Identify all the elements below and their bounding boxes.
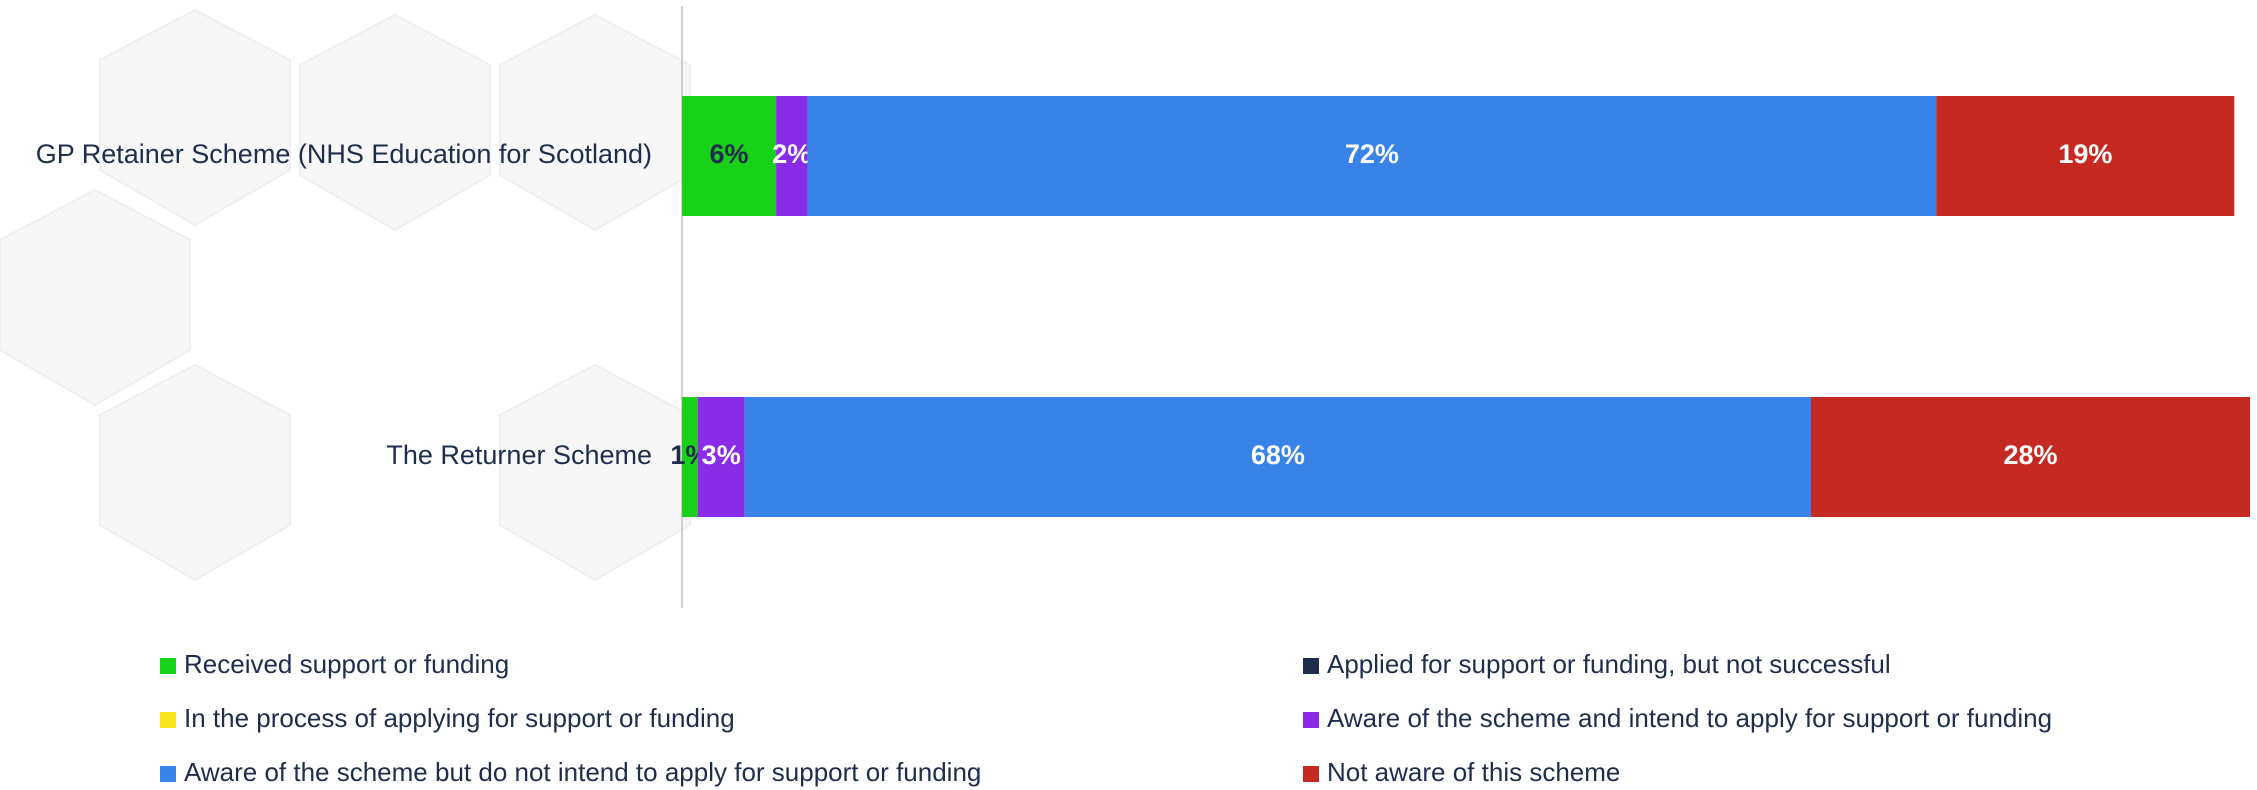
legend-label: Aware of the scheme and intend to apply … (1327, 703, 2052, 733)
legend-label: Aware of the scheme but do not intend to… (184, 757, 981, 787)
category-label: The Returner Scheme (386, 440, 652, 470)
data-label: 68% (1251, 440, 1305, 470)
legend-swatch (160, 712, 176, 728)
bar-segment (776, 96, 808, 216)
legend-swatch (160, 658, 176, 674)
data-label: 3% (702, 440, 741, 470)
data-label: 6% (710, 139, 749, 169)
bar-segment (682, 397, 698, 517)
data-label: 2% (772, 139, 811, 169)
data-label: 19% (2058, 139, 2112, 169)
bar-segment (1936, 96, 2235, 216)
legend-label: Received support or funding (184, 649, 509, 679)
data-label: 72% (1345, 139, 1399, 169)
category-label: GP Retainer Scheme (NHS Education for Sc… (36, 139, 652, 169)
bar-segment (1810, 397, 2250, 517)
legend-swatch (1303, 658, 1319, 674)
bar-segment (682, 96, 777, 216)
bar-segment (744, 397, 1811, 517)
legend-swatch (1303, 712, 1319, 728)
legend-swatch (1303, 766, 1319, 782)
bar-segment (807, 96, 1937, 216)
legend-label: In the process of applying for support o… (184, 703, 735, 733)
legend-swatch (160, 766, 176, 782)
bar-segment (697, 397, 745, 517)
legend-label: Not aware of this scheme (1327, 757, 1620, 787)
background-hexagons (0, 8, 691, 582)
legend-label: Applied for support or funding, but not … (1327, 649, 1891, 679)
data-label: 28% (2003, 440, 2057, 470)
